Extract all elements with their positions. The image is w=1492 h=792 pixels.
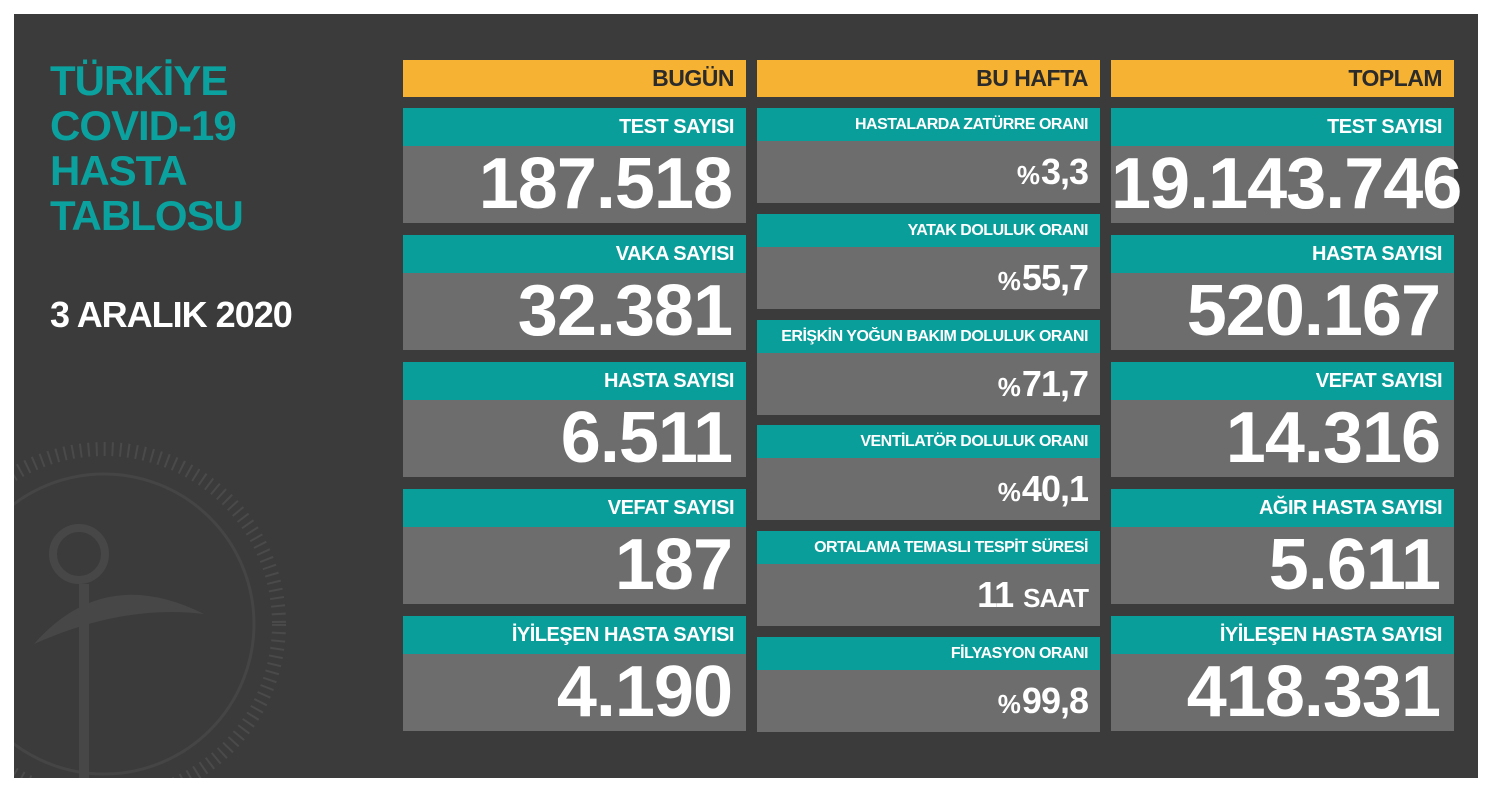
stat-value: 19.143.746 bbox=[1111, 146, 1462, 223]
stat-value: %99,8 bbox=[757, 670, 1100, 732]
value-number: 99,8 bbox=[1021, 680, 1089, 721]
value-number: 4.190 bbox=[556, 652, 733, 732]
stat-value: 4.190 bbox=[403, 654, 746, 731]
value-suffix: SAAT bbox=[1023, 583, 1089, 614]
value-number: 187 bbox=[614, 525, 733, 605]
column-header: BUGÜN bbox=[403, 60, 746, 97]
value-number: 418.331 bbox=[1186, 652, 1441, 732]
title-line: COVID-19 bbox=[50, 102, 237, 149]
stat-label: ERİŞKİN YOĞUN BAKIM DOLULUK ORANI bbox=[757, 319, 1100, 353]
stat-value: 520.167 bbox=[1111, 273, 1454, 350]
stat-label: FİLYASYON ORANI bbox=[757, 637, 1100, 670]
stat-label: HASTALARDA ZATÜRRE ORANI bbox=[757, 108, 1100, 141]
title-line: HASTA bbox=[50, 147, 188, 194]
stat-value: 418.331 bbox=[1111, 654, 1454, 731]
date: 3 ARALIK 2020 bbox=[50, 294, 293, 335]
stat-value: %40,1 bbox=[757, 458, 1100, 521]
stat-value: %71,7 bbox=[757, 352, 1100, 415]
stat-label: AĞIR HASTA SAYISI bbox=[1111, 489, 1454, 527]
value-prefix: % bbox=[997, 477, 1021, 508]
value-prefix: % bbox=[997, 371, 1021, 402]
value-number: 32.381 bbox=[517, 271, 733, 351]
stat-value: 6.511 bbox=[403, 400, 746, 477]
value-number: 40,1 bbox=[1021, 468, 1089, 510]
value-number: 71,7 bbox=[1021, 362, 1089, 404]
column-header: TOPLAM bbox=[1111, 60, 1454, 97]
value-number: 14.316 bbox=[1225, 398, 1441, 478]
stat-label: HASTA SAYISI bbox=[1111, 235, 1454, 273]
title-line: TABLOSU bbox=[50, 192, 244, 239]
value-prefix: % bbox=[997, 689, 1021, 719]
stat-label: İYİLEŞEN HASTA SAYISI bbox=[1111, 616, 1454, 654]
stat-label: HASTA SAYISI bbox=[403, 362, 746, 400]
stat-label: TEST SAYISI bbox=[1111, 108, 1454, 146]
stat-value: 187 bbox=[403, 527, 746, 604]
stat-label: TEST SAYISI bbox=[403, 108, 746, 146]
stat-label: VEFAT SAYISI bbox=[1111, 362, 1454, 400]
stat-value: 5.611 bbox=[1111, 527, 1454, 604]
value-number: 11 bbox=[977, 574, 1014, 616]
value-prefix: % bbox=[997, 265, 1021, 296]
stat-value: %3,3 bbox=[757, 141, 1100, 203]
column-header: BU HAFTA bbox=[757, 60, 1100, 97]
value-prefix: % bbox=[1016, 160, 1040, 190]
stat-value: 187.518 bbox=[403, 146, 746, 223]
title-line: TÜRKİYE bbox=[50, 57, 228, 104]
value-number: 19.143.746 bbox=[1111, 144, 1462, 224]
value-number: 520.167 bbox=[1186, 271, 1441, 351]
value-number: 55,7 bbox=[1021, 256, 1089, 298]
stat-label: VEFAT SAYISI bbox=[403, 489, 746, 527]
value-number: 3,3 bbox=[1040, 151, 1089, 192]
stat-label: ORTALAMA TEMASLI TESPİT SÜRESİ bbox=[757, 531, 1100, 565]
value-number: 187.518 bbox=[478, 144, 733, 224]
stat-label: YATAK DOLULUK ORANI bbox=[757, 213, 1100, 247]
stat-value: %55,7 bbox=[757, 246, 1100, 309]
stat-value: 14.316 bbox=[1111, 400, 1454, 477]
stat-value: 32.381 bbox=[403, 273, 746, 350]
emblem bbox=[14, 442, 286, 778]
stat-label: VENTİLATÖR DOLULUK ORANI bbox=[757, 425, 1100, 459]
stat-label: VAKA SAYISI bbox=[403, 235, 746, 273]
panel: TÜRKİYE COVID-19 HASTA TABLOSU 3 ARALIK 2020… bbox=[14, 14, 1478, 778]
stat-value: 11 SAAT bbox=[757, 564, 1100, 627]
value-number: 6.511 bbox=[560, 398, 733, 478]
stat-label: İYİLEŞEN HASTA SAYISI bbox=[403, 616, 746, 654]
value-number: 5.611 bbox=[1268, 525, 1441, 605]
